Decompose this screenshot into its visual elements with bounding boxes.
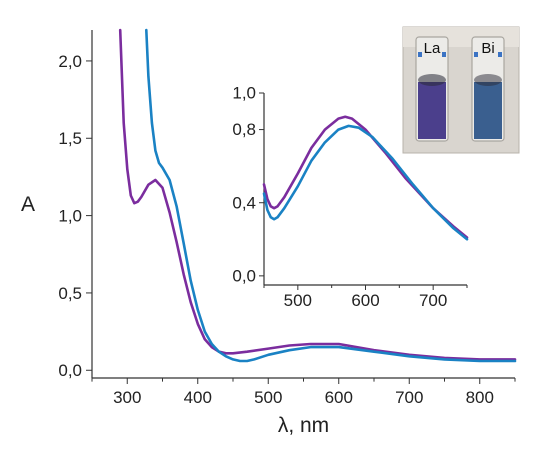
right-cuvette-marker (498, 52, 502, 57)
main-x-tick-label: 600 (325, 388, 353, 407)
main-y-axis-title: A (21, 193, 35, 216)
main-x-tick-label: 700 (395, 388, 423, 407)
main-y-tick-label: 2,0 (58, 52, 82, 71)
inset-y-tick-label: 1,0 (232, 84, 256, 103)
inset-y-tick-label: 0,0 (232, 266, 256, 285)
right-cuvette-label: Bi (481, 40, 494, 57)
left-cuvette-label: La (424, 40, 441, 57)
left-cuvette-meniscus (418, 74, 446, 86)
left-cuvette-marker (418, 52, 422, 57)
main-y-tick-label: 0,5 (58, 284, 82, 303)
inset-series-bi (262, 124, 469, 241)
main-x-tick-label: 300 (113, 388, 141, 407)
main-y-tick-label: 0,0 (58, 361, 82, 380)
left-cuvette-solution (418, 82, 446, 139)
main-series-bi (145, 28, 517, 363)
inset-x-tick-label: 700 (419, 291, 447, 310)
main-x-axis-title: λ, nm (278, 414, 329, 437)
main-series-la (118, 28, 517, 361)
inset-y-tick-label: 0,4 (232, 193, 256, 212)
main-x-tick-label: 800 (466, 388, 494, 407)
inset-y-tick-label: 0,8 (232, 120, 256, 139)
right-cuvette-solution (474, 82, 502, 139)
right-cuvette-marker (474, 52, 478, 57)
main-y-tick-label: 1,5 (58, 129, 82, 148)
cuvette-photo: La Bi (402, 26, 520, 154)
main-x-tick-label: 400 (184, 388, 212, 407)
main-x-tick-label: 500 (254, 388, 282, 407)
right-cuvette-meniscus (474, 74, 502, 86)
inset-plot: 500 600 700 0,0 0,4 0,8 1,0 (232, 84, 469, 310)
inset-series-la (262, 115, 469, 239)
inset-x-tick-label: 600 (351, 291, 379, 310)
main-y-tick-label: 1,0 (58, 207, 82, 226)
main-plot: 300 400 500 600 700 800 0,0 0,5 1,0 1,5 2,0 λ, nm A (21, 28, 517, 437)
inset-x-tick-label: 500 (284, 291, 312, 310)
left-cuvette-marker (442, 52, 446, 57)
